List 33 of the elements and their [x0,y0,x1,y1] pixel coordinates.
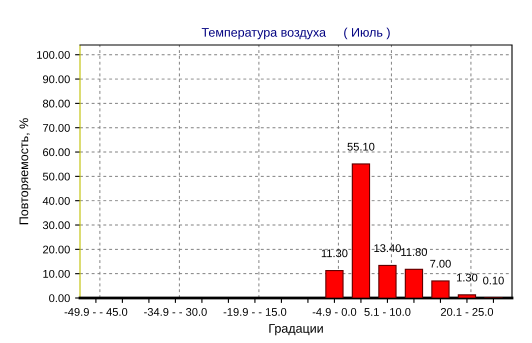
y-tick-label: 20.00 [43,246,70,254]
y-tick-label: 10.00 [43,270,70,278]
bar [325,270,344,298]
y-tick-label: 40.00 [42,196,70,205]
y-tick-label: 100.00 [37,51,70,59]
data-label: 11.80 [401,248,427,256]
bar [378,264,397,298]
x-tick-label: -49.9 - - 45.0 [64,308,128,316]
x-axis-title: Градации [269,324,323,336]
y-tick-label: 70.00 [43,124,70,132]
data-label: 11.30 [322,249,348,258]
x-tick-label: 5.1 - 10.0 [364,308,410,316]
x-tick-label: -19.9 - - 15.0 [224,308,286,316]
y-tick-label: 60.00 [43,148,70,156]
data-label: 0.10 [483,276,504,284]
x-tick-label: -4.9 - 0.0 [312,308,356,316]
y-tick-label: 50.00 [42,172,70,180]
bar [458,294,476,298]
x-tick-label: 20.1 - 25.0 [440,308,494,316]
data-label: 1.30 [456,274,478,282]
x-tick-label: -34.9 - - 30.0 [144,308,207,316]
y-tick-label: 90.00 [42,75,70,84]
y-tick-label: 30.00 [42,221,70,230]
bar [431,280,450,298]
y-axis-title: Повторяемость, % [19,118,31,224]
data-label: 55.10 [347,142,374,151]
bar [352,163,370,298]
chart-title: Температура воздуха ( Июль ) [202,28,390,40]
data-label: 7.00 [430,260,451,268]
bar [404,268,424,298]
data-label: 13.40 [374,244,401,252]
y-tick-label: 0.00 [49,294,70,302]
y-tick-label: 80.00 [42,100,70,108]
